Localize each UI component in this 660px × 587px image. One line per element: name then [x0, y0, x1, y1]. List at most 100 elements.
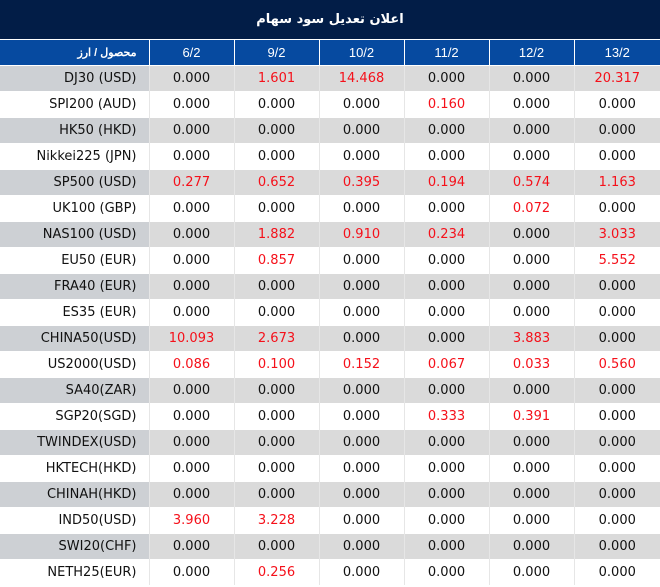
value-cell: 0.000: [318, 325, 404, 352]
value-cell: 0.857: [233, 247, 319, 274]
value-cell: 0.560: [573, 351, 660, 378]
value-cell: 0.000: [488, 377, 574, 404]
product-cell: UK100 (GBP): [0, 195, 149, 222]
table-body: DJ30 (USD) 0.000 1.601 14.468 0.000 0.000 20.3…: [0, 65, 660, 585]
value-cell: 0.000: [318, 247, 404, 274]
table-row: DJ30 (USD) 0.000 1.601 14.468 0.000 0.000 20.3…: [0, 65, 660, 92]
value-cell: 0.000: [573, 117, 660, 144]
value-cell: 0.000: [233, 455, 319, 482]
value-cell: 0.000: [403, 65, 489, 92]
value-cell: 0.000: [488, 221, 574, 248]
table-row: NAS100 (USD) 0.000 1.882 0.910 0.234 0.000 3.0…: [0, 221, 660, 248]
value-cell: 0.000: [318, 455, 404, 482]
value-cell: 0.234: [403, 221, 489, 248]
value-cell: 0.000: [148, 91, 234, 118]
value-cell: 0.000: [573, 299, 660, 326]
value-cell: 0.000: [318, 481, 404, 508]
value-cell: 0.000: [488, 533, 574, 560]
value-cell: 0.000: [488, 247, 574, 274]
value-cell: 0.000: [573, 507, 660, 534]
table-row: IND50(USD) 3.960 3.228 0.000 0.000 0.000 0.000: [0, 507, 660, 534]
value-cell: 0.000: [148, 455, 234, 482]
value-cell: 0.000: [148, 559, 234, 585]
product-cell: SWI20(CHF): [0, 533, 149, 560]
value-cell: 5.552: [573, 247, 660, 274]
value-cell: 0.652: [233, 169, 319, 196]
product-cell: DJ30 (USD): [0, 65, 149, 92]
value-cell: 0.000: [403, 143, 489, 170]
value-cell: 0.000: [403, 247, 489, 274]
header-row: محصول / ارز 6/2 9/2 10/2 11/2 12/2 13/2: [0, 40, 660, 66]
dividend-table: محصول / ارز 6/2 9/2 10/2 11/2 12/2 13/2 …: [0, 40, 660, 585]
value-cell: 0.000: [573, 273, 660, 300]
value-cell: 0.333: [403, 403, 489, 430]
value-cell: 0.152: [318, 351, 404, 378]
product-cell: NAS100 (USD): [0, 221, 149, 248]
value-cell: 0.000: [148, 429, 234, 456]
column-header-date: 9/2: [233, 40, 319, 66]
value-cell: 0.000: [318, 429, 404, 456]
table-row: UK100 (GBP) 0.000 0.000 0.000 0.000 0.072 0.00…: [0, 195, 660, 222]
value-cell: 0.000: [318, 377, 404, 404]
value-cell: 0.000: [318, 91, 404, 118]
value-cell: 0.072: [488, 195, 574, 222]
column-header-product: محصول / ارز: [0, 40, 149, 66]
table-row: HK50 (HKD) 0.000 0.000 0.000 0.000 0.000 0.000: [0, 117, 660, 144]
value-cell: 0.000: [573, 143, 660, 170]
table-row: Nikkei225 (JPN) 0.000 0.000 0.000 0.000 0.000…: [0, 143, 660, 170]
column-header-date: 10/2: [318, 40, 404, 66]
value-cell: 0.000: [148, 299, 234, 326]
value-cell: 0.000: [488, 65, 574, 92]
product-cell: IND50(USD): [0, 507, 149, 534]
value-cell: 0.000: [403, 429, 489, 456]
value-cell: 0.000: [148, 117, 234, 144]
value-cell: 0.000: [148, 143, 234, 170]
table-row: ES35 (EUR) 0.000 0.000 0.000 0.000 0.000 0.000: [0, 299, 660, 326]
value-cell: 0.000: [148, 195, 234, 222]
product-cell: CHINAH(HKD): [0, 481, 149, 508]
value-cell: 0.000: [318, 195, 404, 222]
table-row: EU50 (EUR) 0.000 0.857 0.000 0.000 0.000 5.552: [0, 247, 660, 274]
value-cell: 0.000: [488, 455, 574, 482]
value-cell: 0.100: [233, 351, 319, 378]
product-cell: HK50 (HKD): [0, 117, 149, 144]
table-row: SPI200 (AUD) 0.000 0.000 0.000 0.160 0.000 0.0…: [0, 91, 660, 118]
value-cell: 14.468: [318, 65, 404, 92]
table-row: FRA40 (EUR) 0.000 0.000 0.000 0.000 0.000 0.00…: [0, 273, 660, 300]
value-cell: 0.000: [403, 195, 489, 222]
value-cell: 0.000: [233, 91, 319, 118]
value-cell: 0.391: [488, 403, 574, 430]
value-cell: 0.000: [233, 533, 319, 560]
value-cell: 0.000: [403, 117, 489, 144]
value-cell: 0.000: [573, 377, 660, 404]
value-cell: 3.883: [488, 325, 574, 352]
product-cell: FRA40 (EUR): [0, 273, 149, 300]
value-cell: 0.033: [488, 351, 574, 378]
value-cell: 0.277: [148, 169, 234, 196]
table-row: SGP20(SGD) 0.000 0.000 0.000 0.333 0.391 0.000: [0, 403, 660, 430]
value-cell: 0.395: [318, 169, 404, 196]
value-cell: 0.574: [488, 169, 574, 196]
product-cell: NETH25(EUR): [0, 559, 149, 585]
value-cell: 0.000: [573, 325, 660, 352]
value-cell: 0.000: [148, 533, 234, 560]
product-cell: SPI200 (AUD): [0, 91, 149, 118]
value-cell: 0.000: [233, 403, 319, 430]
value-cell: 0.256: [233, 559, 319, 585]
value-cell: 10.093: [148, 325, 234, 352]
value-cell: 0.086: [148, 351, 234, 378]
value-cell: 0.000: [148, 221, 234, 248]
value-cell: 0.000: [233, 481, 319, 508]
value-cell: 0.000: [573, 91, 660, 118]
table-row: SWI20(CHF) 0.000 0.000 0.000 0.000 0.000 0.000: [0, 533, 660, 560]
value-cell: 0.000: [573, 559, 660, 585]
table-row: NETH25(EUR) 0.000 0.256 0.000 0.000 0.000 0.00…: [0, 559, 660, 585]
value-cell: 0.000: [573, 429, 660, 456]
value-cell: 0.000: [148, 65, 234, 92]
value-cell: 0.000: [148, 481, 234, 508]
value-cell: 0.000: [318, 403, 404, 430]
value-cell: 0.000: [573, 481, 660, 508]
value-cell: 0.000: [318, 117, 404, 144]
table-row: SA40(ZAR) 0.000 0.000 0.000 0.000 0.000 0.000: [0, 377, 660, 404]
